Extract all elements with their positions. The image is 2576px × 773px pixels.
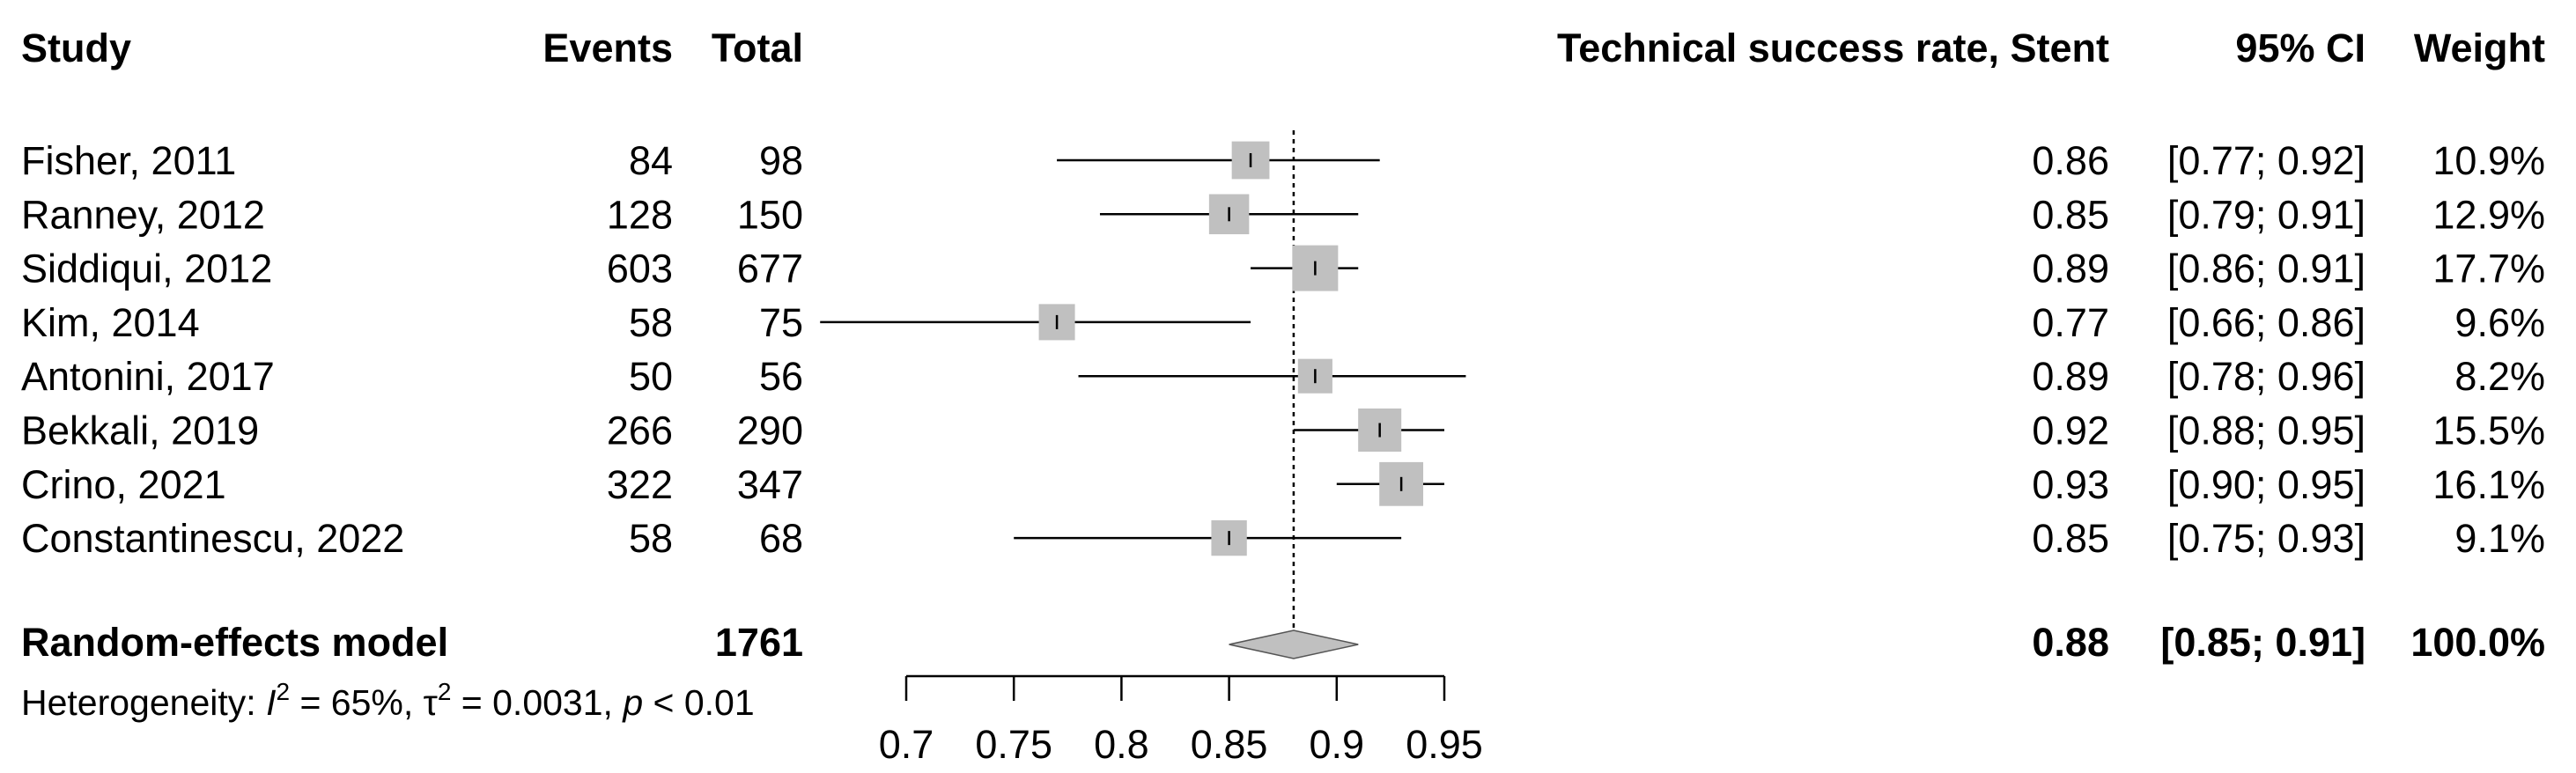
weight-value: 12.9% bbox=[2432, 192, 2545, 237]
ci-value: [0.79; 0.91] bbox=[2167, 192, 2366, 237]
p-value: < 0.01 bbox=[643, 682, 755, 723]
events-count: 58 bbox=[629, 300, 673, 345]
weight-value: 9.1% bbox=[2454, 516, 2545, 561]
ci-value: [0.75; 0.93] bbox=[2167, 516, 2366, 561]
model-label: Random-effects model bbox=[21, 620, 448, 665]
estimate-value: 0.86 bbox=[2032, 138, 2109, 183]
ci-value: [0.78; 0.96] bbox=[2167, 354, 2366, 399]
x-tick-label: 0.75 bbox=[975, 722, 1052, 767]
heterogeneity-text: Heterogeneity: I2 = 65%, τ2 = 0.0031, p … bbox=[21, 678, 755, 723]
study-name: Constantinescu, 2022 bbox=[21, 516, 404, 561]
estimate-value: 0.85 bbox=[2032, 516, 2109, 561]
i2-value: = 65%, bbox=[290, 682, 424, 723]
events-count: 84 bbox=[629, 138, 673, 183]
header-ci: 95% CI bbox=[2235, 26, 2366, 70]
weight-value: 10.9% bbox=[2432, 138, 2545, 183]
study-name: Antonini, 2017 bbox=[21, 354, 275, 399]
study-name: Fisher, 2011 bbox=[21, 138, 236, 183]
events-count: 603 bbox=[607, 247, 673, 291]
i2-symbol: I bbox=[266, 682, 276, 723]
weight-value: 16.1% bbox=[2432, 462, 2545, 507]
pooled-diamond bbox=[1229, 629, 1359, 659]
estimate-value: 0.89 bbox=[2032, 354, 2109, 399]
x-tick-label: 0.8 bbox=[1094, 722, 1149, 767]
study-name: Ranney, 2012 bbox=[21, 192, 265, 237]
weight-value: 15.5% bbox=[2432, 409, 2545, 453]
header-study: Study bbox=[21, 26, 131, 70]
study-name: Bekkali, 2019 bbox=[21, 409, 259, 453]
study-name: Crino, 2021 bbox=[21, 462, 226, 507]
tau-symbol: τ bbox=[424, 682, 438, 723]
events-count: 58 bbox=[629, 516, 673, 561]
events-count: 50 bbox=[629, 354, 673, 399]
x-tick-label: 0.7 bbox=[879, 722, 934, 767]
study-name: Siddiqui, 2012 bbox=[21, 247, 272, 291]
header-estimate: Technical success rate, Stent bbox=[1557, 26, 2109, 70]
weight-value: 8.2% bbox=[2454, 354, 2545, 399]
heterogeneity-prefix: Heterogeneity: bbox=[21, 682, 266, 723]
total-count: 56 bbox=[759, 354, 803, 399]
ci-value: [0.77; 0.92] bbox=[2167, 138, 2366, 183]
x-tick-label: 0.95 bbox=[1406, 722, 1483, 767]
i2-superscript: 2 bbox=[276, 678, 290, 705]
model-ci: [0.85; 0.91] bbox=[2160, 620, 2366, 665]
header-total: Total bbox=[712, 26, 803, 70]
tau-value: = 0.0031, bbox=[451, 682, 623, 723]
plot-area: 0.7 0.75 0.8 0.85 0.9 0.95 bbox=[820, 130, 1483, 767]
header-weight: Weight bbox=[2414, 26, 2545, 70]
header-events: Events bbox=[543, 26, 673, 70]
p-symbol: p bbox=[621, 682, 643, 723]
x-tick-label: 0.85 bbox=[1191, 722, 1268, 767]
ci-value: [0.88; 0.95] bbox=[2167, 409, 2366, 453]
total-count: 75 bbox=[759, 300, 803, 345]
estimate-value: 0.93 bbox=[2032, 462, 2109, 507]
total-count: 347 bbox=[737, 462, 803, 507]
total-count: 150 bbox=[737, 192, 803, 237]
total-count: 68 bbox=[759, 516, 803, 561]
events-count: 266 bbox=[607, 409, 673, 453]
ci-value: [0.86; 0.91] bbox=[2167, 247, 2366, 291]
estimate-value: 0.92 bbox=[2032, 409, 2109, 453]
model-weight: 100.0% bbox=[2410, 620, 2545, 665]
ci-value: [0.66; 0.86] bbox=[2167, 300, 2366, 345]
x-tick-label: 0.9 bbox=[1310, 722, 1365, 767]
estimate-value: 0.77 bbox=[2032, 300, 2109, 345]
tau-superscript: 2 bbox=[438, 678, 452, 705]
estimate-value: 0.89 bbox=[2032, 247, 2109, 291]
estimate-value: 0.85 bbox=[2032, 192, 2109, 237]
total-count: 677 bbox=[737, 247, 803, 291]
model-estimate: 0.88 bbox=[2032, 620, 2109, 665]
weight-value: 9.6% bbox=[2454, 300, 2545, 345]
weight-value: 17.7% bbox=[2432, 247, 2545, 291]
ci-value: [0.90; 0.95] bbox=[2167, 462, 2366, 507]
total-count: 98 bbox=[759, 138, 803, 183]
events-count: 128 bbox=[607, 192, 673, 237]
study-name: Kim, 2014 bbox=[21, 300, 200, 345]
study-rows: Fisher, 2011 84 98 0.86 [0.77; 0.92] 10.9% Ran… bbox=[21, 138, 2545, 561]
model-total: 1761 bbox=[715, 620, 803, 665]
total-count: 290 bbox=[737, 409, 803, 453]
events-count: 322 bbox=[607, 462, 673, 507]
